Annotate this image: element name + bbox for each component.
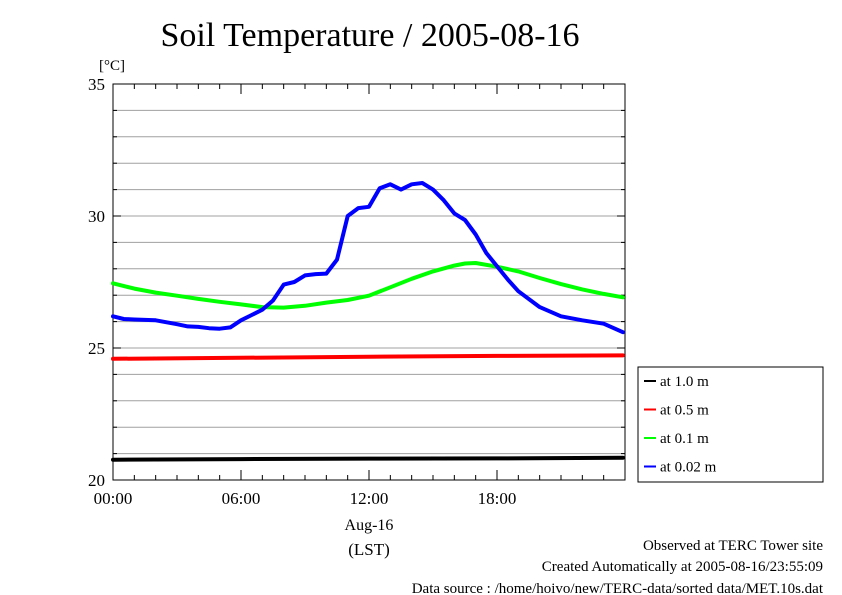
legend-box xyxy=(637,366,824,483)
grid-lines xyxy=(113,109,625,455)
x-tick-label: 00:00 xyxy=(94,489,133,508)
footer-data-source: Data source : /home/hoivo/new/TERC-data/… xyxy=(412,581,824,595)
y-tick-labels: 20 25 30 35 xyxy=(88,75,105,490)
series-line xyxy=(111,181,625,335)
x-axis-unit: (LST) xyxy=(348,540,390,559)
x-tick-labels: 00:00 06:00 12:00 18:00 xyxy=(94,489,517,508)
footer-created-at: Created Automatically at 2005-08-16/23:5… xyxy=(542,559,823,575)
legend-label: at 0.02 m xyxy=(660,460,717,476)
legend-label: at 0.1 m xyxy=(660,431,709,447)
legend-label: at 0.5 m xyxy=(660,403,709,419)
legend: at 1.0 m at 0.5 m at 0.1 m at 0.02 m xyxy=(637,366,824,483)
chart-title: Soil Temperature / 2005-08-16 xyxy=(160,17,579,54)
y-tick-label: 35 xyxy=(88,75,105,94)
series-line xyxy=(111,353,625,361)
legend-label: at 1.0 m xyxy=(660,374,709,390)
x-tick-label: 06:00 xyxy=(222,489,261,508)
y-tick-label: 25 xyxy=(88,339,105,358)
y-axis-unit: [°C] xyxy=(99,58,125,74)
series-lines xyxy=(111,181,625,462)
x-tick-label: 18:00 xyxy=(478,489,517,508)
y-tick-label: 20 xyxy=(88,471,105,490)
x-tick-label: 12:00 xyxy=(350,489,389,508)
y-tick-label: 30 xyxy=(88,207,105,226)
footer-observed-at: Observed at TERC Tower site xyxy=(643,538,823,554)
axis-ticks xyxy=(112,83,626,481)
series-line xyxy=(111,261,625,310)
x-axis-date-label: Aug-16 xyxy=(345,517,394,534)
series-line xyxy=(111,455,625,462)
